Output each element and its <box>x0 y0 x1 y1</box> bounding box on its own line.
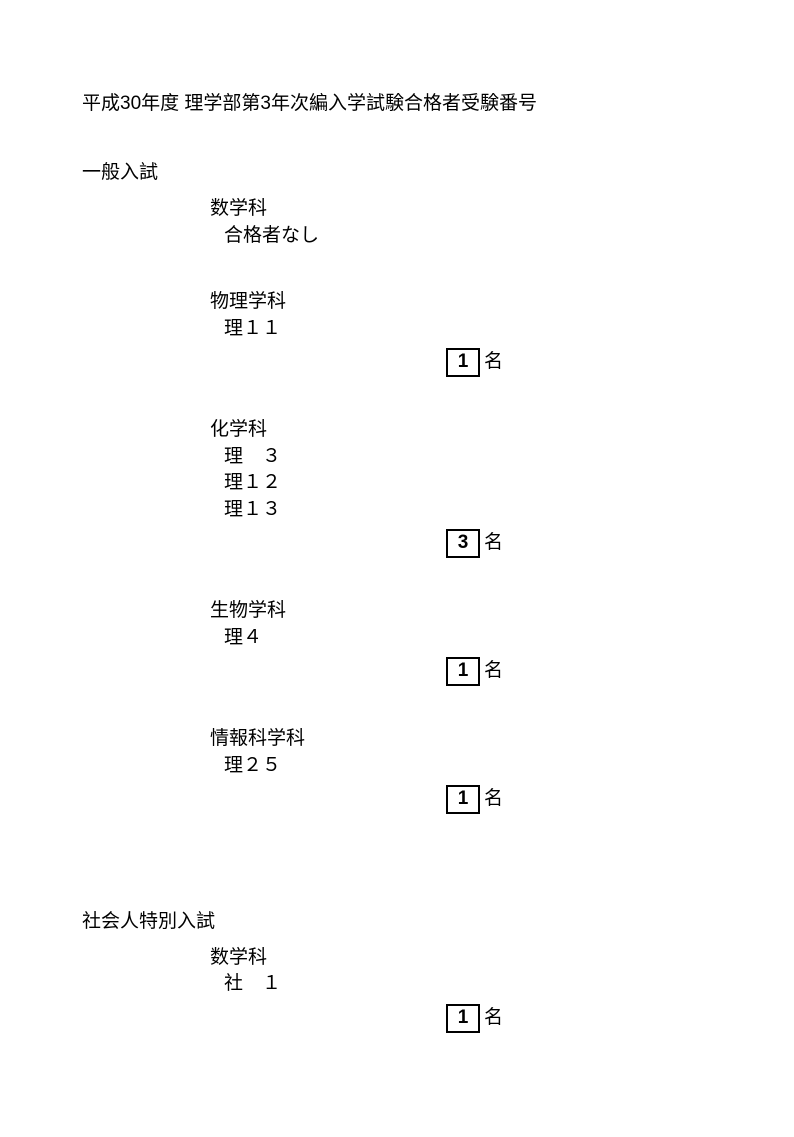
count-suffix: 名 <box>484 1007 503 1028</box>
exam-type-heading: 社会人特別入試 <box>82 906 712 933</box>
count-suffix: 名 <box>484 660 503 681</box>
count-row: 3名 <box>446 527 712 558</box>
department-name: 数学科 <box>210 945 712 972</box>
department-name: 情報科学科 <box>210 726 712 753</box>
count-row: 1名 <box>446 783 712 814</box>
department-name: 化学科 <box>210 417 712 444</box>
examinee-id: 理１１ <box>224 316 712 343</box>
count-box: 1 <box>446 348 480 377</box>
count-row: 1名 <box>446 1002 712 1033</box>
count-row: 1名 <box>446 655 712 686</box>
department-block: 情報科学科理２５ 1名 <box>210 726 712 814</box>
department-block: 物理学科理１１ 1名 <box>210 289 712 377</box>
count-suffix: 名 <box>484 532 503 553</box>
department-block: 数学科社 １ 1名 <box>210 945 712 1033</box>
examinee-id: 社 １ <box>224 971 712 998</box>
exam-type-heading: 一般入試 <box>82 157 712 184</box>
count-row: 1名 <box>446 346 712 377</box>
page-title: 平成30年度 理学部第3年次編入学試験合格者受験番号 <box>82 88 712 115</box>
department-block: 数学科合格者なし <box>210 196 712 249</box>
examinee-id: 理１３ <box>224 497 712 524</box>
section-gap <box>82 854 712 906</box>
no-pass-text: 合格者なし <box>224 223 712 250</box>
examinee-id: 理４ <box>224 625 712 652</box>
examinee-id: 理 ３ <box>224 444 712 471</box>
count-suffix: 名 <box>484 788 503 809</box>
count-box: 3 <box>446 529 480 558</box>
count-box: 1 <box>446 657 480 686</box>
department-name: 物理学科 <box>210 289 712 316</box>
department-block: 化学科理 ３理１２理１３ 3名 <box>210 417 712 558</box>
document-page: 平成30年度 理学部第3年次編入学試験合格者受験番号 一般入試数学科合格者なし物… <box>0 0 794 1033</box>
count-box: 1 <box>446 1004 480 1033</box>
examinee-id: 理１２ <box>224 470 712 497</box>
department-name: 数学科 <box>210 196 712 223</box>
department-name: 生物学科 <box>210 598 712 625</box>
department-block: 生物学科理４ 1名 <box>210 598 712 686</box>
examinee-id: 理２５ <box>224 753 712 780</box>
count-box: 1 <box>446 785 480 814</box>
count-suffix: 名 <box>484 351 503 372</box>
